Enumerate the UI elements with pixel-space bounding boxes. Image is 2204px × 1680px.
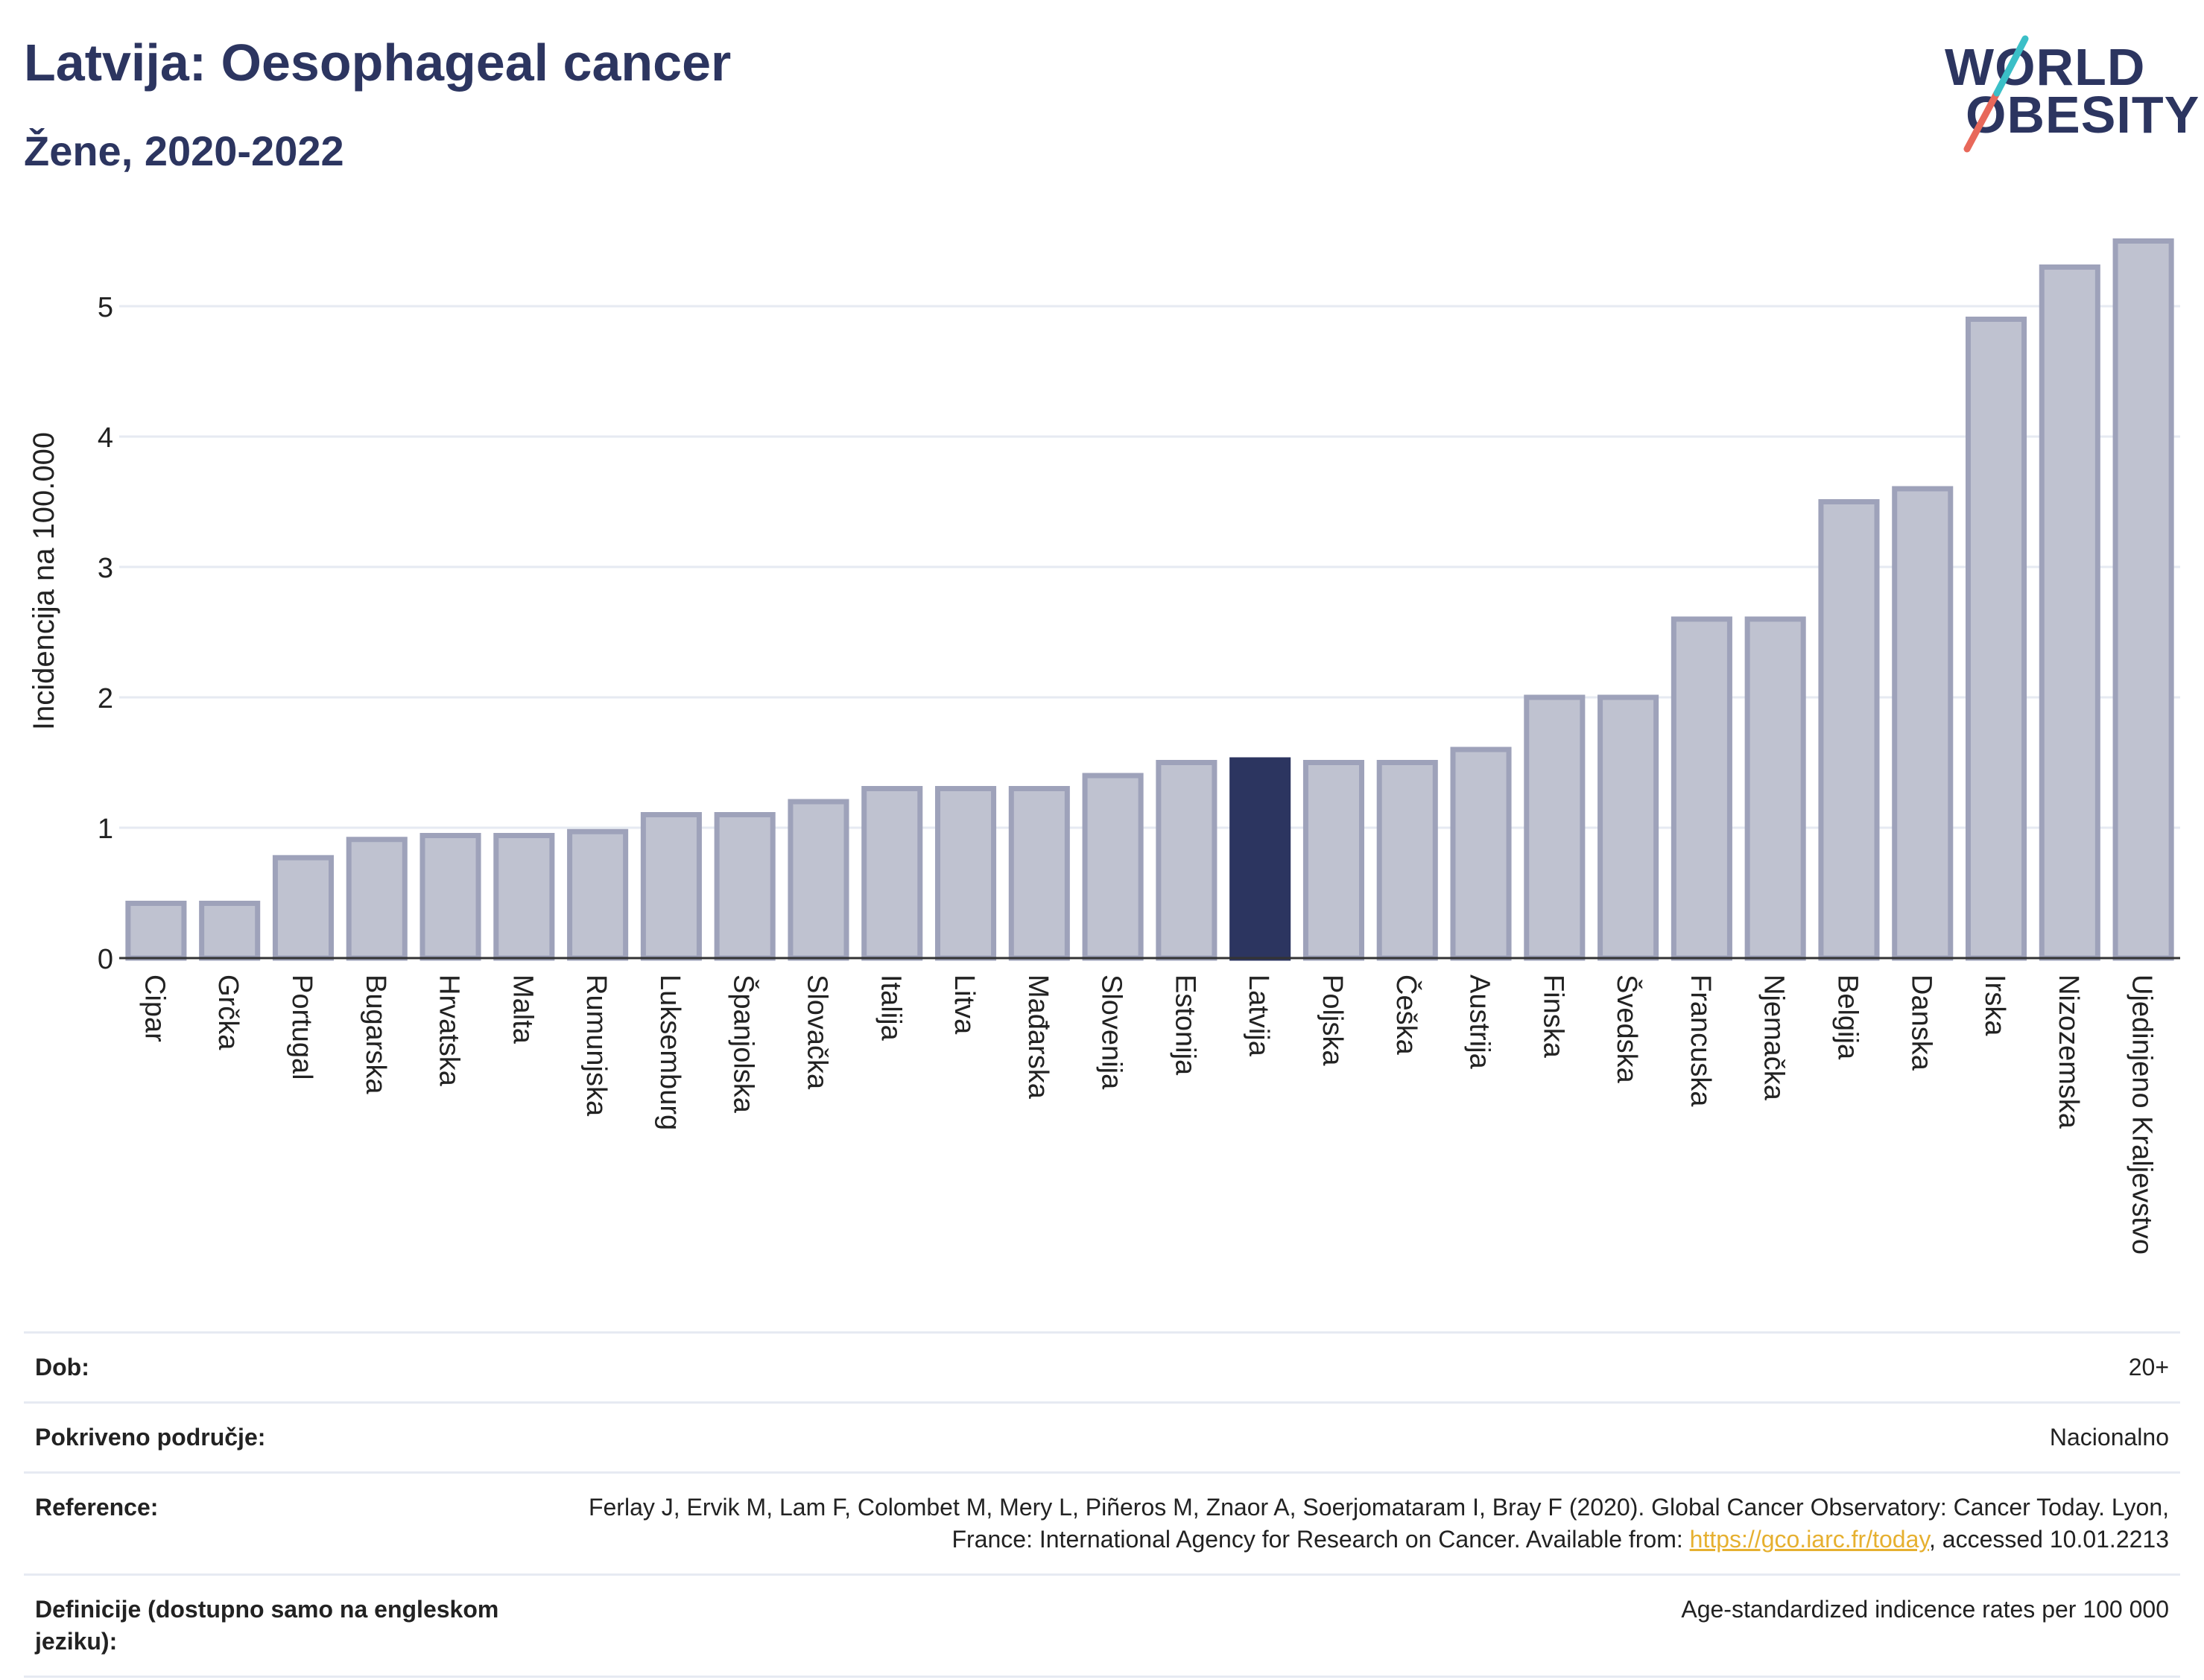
info-row-reference: Reference: Ferlay J, Ervik M, Lam F, Col…: [24, 1472, 2180, 1575]
bar-latvija: [1229, 757, 1291, 961]
bar-estonija: [1156, 760, 1217, 961]
bar-švedska: [1597, 694, 1659, 961]
x-tick-label: Cipar: [139, 974, 170, 1042]
bar-italija: [861, 786, 923, 961]
info-label: Definicije (dostupno samo na engleskom j…: [35, 1596, 499, 1655]
y-tick-label: 0: [98, 944, 113, 975]
x-tick-label: Hrvatska: [434, 974, 465, 1087]
y-tick-label: 1: [98, 814, 113, 845]
x-tick-label: Francuska: [1685, 974, 1716, 1107]
info-row-coverage: Pokriveno područje: Nacionalno: [24, 1402, 2180, 1473]
bar-ujedinjeno-kraljevstvo: [2112, 238, 2174, 961]
y-tick-label: 2: [98, 683, 113, 714]
info-value: 20+: [2128, 1354, 2169, 1381]
info-label: Dob:: [35, 1354, 89, 1381]
info-value: Age-standardized indicence rates per 100…: [1681, 1596, 2169, 1623]
bar-nizozemska: [2039, 264, 2100, 961]
y-tick-label: 3: [98, 553, 113, 584]
x-tick-label: Malta: [507, 974, 538, 1045]
x-tick-label: Njemačka: [1758, 974, 1790, 1101]
bar-hrvatska: [419, 833, 481, 961]
x-tick-label: Ujedinjeno Kraljevstvo: [2127, 974, 2158, 1255]
bar-češka: [1376, 760, 1438, 961]
bar-malta: [493, 833, 555, 961]
info-row-age: Dob: 20+: [24, 1332, 2180, 1403]
x-tick-label: Austrija: [1464, 974, 1495, 1070]
x-tick-label: Češka: [1390, 974, 1423, 1056]
info-value: Ferlay J, Ervik M, Lam F, Colombet M, Me…: [568, 1473, 2180, 1575]
bar-luksemburg: [640, 812, 702, 961]
reference-text: Ferlay J, Ervik M, Lam F, Colombet M, Me…: [588, 1494, 2169, 1553]
bar-bugarska: [346, 837, 408, 961]
x-tick-label: Danska: [1905, 974, 1937, 1071]
x-tick-label: Belgija: [1831, 974, 1863, 1060]
x-tick-label: Grčka: [212, 974, 244, 1050]
bar-francuska: [1671, 616, 1732, 961]
reference-accessed: , accessed 10.01.2213: [1928, 1526, 2169, 1553]
bar-rumunjska: [567, 828, 629, 961]
info-row-definitions: Definicije (dostupno samo na engleskom j…: [24, 1574, 2180, 1677]
x-tick-label: Irska: [1979, 974, 2010, 1036]
x-tick-label: Rumunjska: [580, 974, 612, 1117]
x-tick-label: Italija: [875, 974, 906, 1042]
x-tick-label: Švedska: [1611, 974, 1644, 1084]
y-tick-label: 4: [98, 422, 113, 454]
reference-link[interactable]: https://gco.iarc.fr/today: [1689, 1526, 1929, 1553]
info-value: Nacionalno: [2049, 1424, 2169, 1451]
logo-slash-icon: [1963, 35, 2029, 153]
bar-cipar: [125, 901, 187, 961]
x-tick-label: Luksemburg: [654, 974, 685, 1130]
bar-portugal: [272, 855, 335, 961]
bar-belgija: [1818, 499, 1880, 961]
page-title: Latvija: Oesophageal cancer: [24, 34, 732, 92]
world-obesity-logo: WORLD OBESITY: [1945, 22, 2199, 156]
y-tick-labels: 0 1 2 3 4 5: [98, 292, 113, 975]
bar-mađarska: [1008, 786, 1070, 961]
x-tick-label: Bugarska: [360, 974, 391, 1094]
info-label: Pokriveno područje:: [35, 1424, 266, 1451]
x-tick-label: Finska: [1537, 974, 1568, 1059]
bar-danska: [1892, 486, 1954, 961]
info-label: Reference:: [35, 1494, 159, 1521]
x-tick-labels: Cipar Grčka Portugal Bugarska Hrvatska Malta R…: [139, 974, 2157, 1255]
bar-chart: 0 1 2 3 4 5 Cipar Grčka Portugal Bugarska Hrvatsk…: [28, 238, 2180, 1255]
bar-slovenija: [1082, 773, 1144, 961]
bar-irska: [1965, 317, 2027, 961]
x-tick-label: Nizozemska: [2053, 974, 2084, 1129]
info-table: Dob: 20+ Pokriveno područje: Nacionalno …: [24, 1331, 2180, 1678]
bar-litva: [934, 786, 997, 961]
x-tick-label: Poljska: [1317, 974, 1348, 1066]
x-tick-label: Slovačka: [801, 974, 832, 1090]
bar-njemačka: [1744, 616, 1806, 961]
bar-finska: [1524, 694, 1586, 961]
logo-text-obesity: OBESITY: [1966, 86, 2200, 144]
x-tick-label: Španjolska: [728, 974, 761, 1114]
x-tick-label: Estonija: [1169, 974, 1200, 1076]
bar-austrija: [1450, 747, 1512, 961]
bars: [125, 238, 2174, 961]
y-tick-label: 5: [98, 292, 113, 323]
bar-španjolska: [714, 812, 776, 961]
x-tick-label: Portugal: [286, 974, 317, 1080]
y-axis-label: Incidencija na 100.000: [28, 432, 60, 730]
logo-text-world: WORLD: [1945, 38, 2146, 96]
page-subtitle: Žene, 2020-2022: [24, 127, 344, 174]
bar-slovačka: [788, 799, 849, 961]
x-tick-label: Mađarska: [1022, 974, 1054, 1100]
bar-grčka: [199, 901, 261, 961]
x-tick-label: Latvija: [1243, 974, 1274, 1057]
x-tick-label: Slovenija: [1096, 974, 1127, 1090]
x-tick-label: Litva: [949, 974, 980, 1035]
bar-poljska: [1302, 760, 1365, 961]
